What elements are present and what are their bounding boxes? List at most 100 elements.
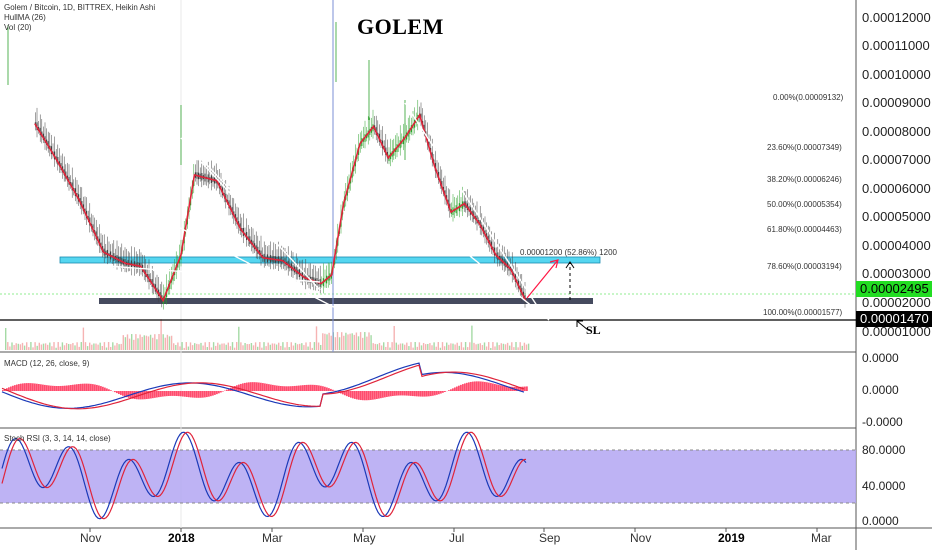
volume-bar	[70, 344, 72, 350]
volume-bar	[435, 346, 437, 350]
volume-bar	[227, 342, 229, 350]
volume-bar	[55, 347, 57, 350]
volume-bar	[521, 345, 523, 350]
macd-histogram-bar	[472, 381, 474, 391]
stoch-d-line	[1, 431, 527, 520]
volume-bar	[391, 342, 393, 350]
macd-histogram-bar	[82, 383, 84, 391]
volume-bar	[418, 342, 421, 350]
macd-histogram-bar	[382, 391, 384, 398]
volume-bar	[89, 342, 91, 350]
volume-bar	[78, 346, 80, 350]
macd-histogram-bar	[496, 384, 498, 391]
volume-bar	[437, 342, 439, 350]
macd-histogram-bar	[6, 388, 8, 391]
volume-bar	[311, 347, 313, 350]
macd-histogram-bar	[66, 385, 68, 391]
macd-histogram-bar	[368, 391, 370, 401]
volume-bar	[189, 342, 192, 350]
volume-bar	[34, 342, 36, 350]
macd-histogram-bar	[450, 389, 452, 391]
macd-histogram-bar	[392, 391, 394, 396]
volume-bar	[347, 334, 349, 350]
macd-histogram-bar	[388, 391, 390, 397]
volume-bar	[11, 342, 13, 350]
volume-bar	[210, 347, 213, 350]
volume-bar	[97, 344, 99, 350]
macd-histogram-bar	[190, 391, 192, 398]
volume-bar	[271, 343, 274, 350]
macd-histogram-bar	[352, 391, 354, 399]
volume-bar	[341, 332, 343, 350]
macd-histogram-bar	[314, 384, 316, 391]
price-tick: 0.00011000	[862, 38, 930, 53]
macd-histogram-bar	[300, 385, 302, 391]
volume-bar	[26, 342, 28, 350]
volume-bar	[525, 344, 528, 350]
volume-bar	[292, 345, 295, 350]
macd-histogram-bar	[188, 391, 190, 398]
volume-bar	[252, 345, 255, 350]
volume-bar	[328, 332, 330, 350]
time-tick: Mar	[262, 531, 283, 545]
volume-bar	[393, 325, 395, 350]
macd-histogram-bar	[320, 385, 322, 391]
macd-histogram-bar	[208, 391, 210, 397]
volume-bar	[124, 337, 127, 350]
volume-bar	[460, 342, 463, 350]
volume-bar	[488, 342, 490, 350]
volume-bar	[305, 342, 307, 350]
macd-histogram-bar	[364, 391, 366, 401]
macd-histogram-bar	[16, 384, 18, 391]
macd-histogram-bar	[448, 390, 450, 391]
volume-bar	[13, 345, 15, 350]
volume-bar	[236, 342, 238, 350]
macd-histogram-bar	[20, 383, 22, 391]
legend-macd: MACD (12, 26, close, 9)	[4, 359, 90, 368]
volume-bar	[149, 334, 152, 350]
macd-histogram-bar	[350, 391, 352, 398]
macd-histogram-bar	[26, 383, 28, 391]
volume-bar	[334, 337, 337, 350]
volume-bar	[259, 342, 261, 350]
volume-bar	[378, 342, 381, 350]
volume-bar	[139, 334, 141, 350]
macd-histogram-bar	[36, 383, 38, 391]
volume-bar	[198, 344, 200, 350]
macd-histogram-bar	[48, 385, 50, 391]
macd-histogram-bar	[176, 391, 178, 397]
time-tick: Sep	[539, 531, 561, 545]
macd-histogram-bar	[102, 386, 104, 391]
volume-bar	[462, 347, 465, 350]
time-tick: 2018	[168, 531, 195, 545]
target-arrow	[526, 259, 559, 299]
volume-bar	[47, 344, 49, 350]
volume-bar	[120, 343, 122, 350]
macd-histogram-bar	[526, 386, 528, 391]
macd-histogram-bar	[40, 384, 42, 391]
volume-bar	[51, 346, 53, 350]
macd-histogram-bar	[296, 385, 298, 391]
volume-bar	[366, 336, 368, 350]
macd-histogram-bar	[260, 382, 262, 391]
fib-label-618: 61.80%(0.00004463)	[767, 225, 842, 234]
macd-histogram-bar	[52, 385, 54, 391]
macd-histogram-bar	[80, 383, 82, 391]
macd-histogram-bar	[128, 391, 130, 398]
volume-bar	[15, 343, 17, 350]
macd-histogram-bar	[266, 383, 268, 391]
price-tick: 0.00007000	[862, 152, 931, 167]
fib-label-0: 0.00%(0.00009132)	[773, 93, 844, 102]
macd-histogram-bar	[86, 383, 88, 391]
volume-bar	[324, 333, 326, 350]
volume-bar	[374, 343, 376, 350]
volume-bar	[38, 342, 40, 350]
macd-histogram-bar	[452, 388, 454, 391]
volume-bar	[152, 337, 154, 350]
macd-histogram-bar	[518, 386, 520, 391]
volume-bar	[17, 343, 19, 350]
macd-histogram-bar	[46, 385, 48, 391]
current-price-badge: 0.00002495	[856, 281, 932, 297]
volume-bar	[135, 334, 137, 350]
